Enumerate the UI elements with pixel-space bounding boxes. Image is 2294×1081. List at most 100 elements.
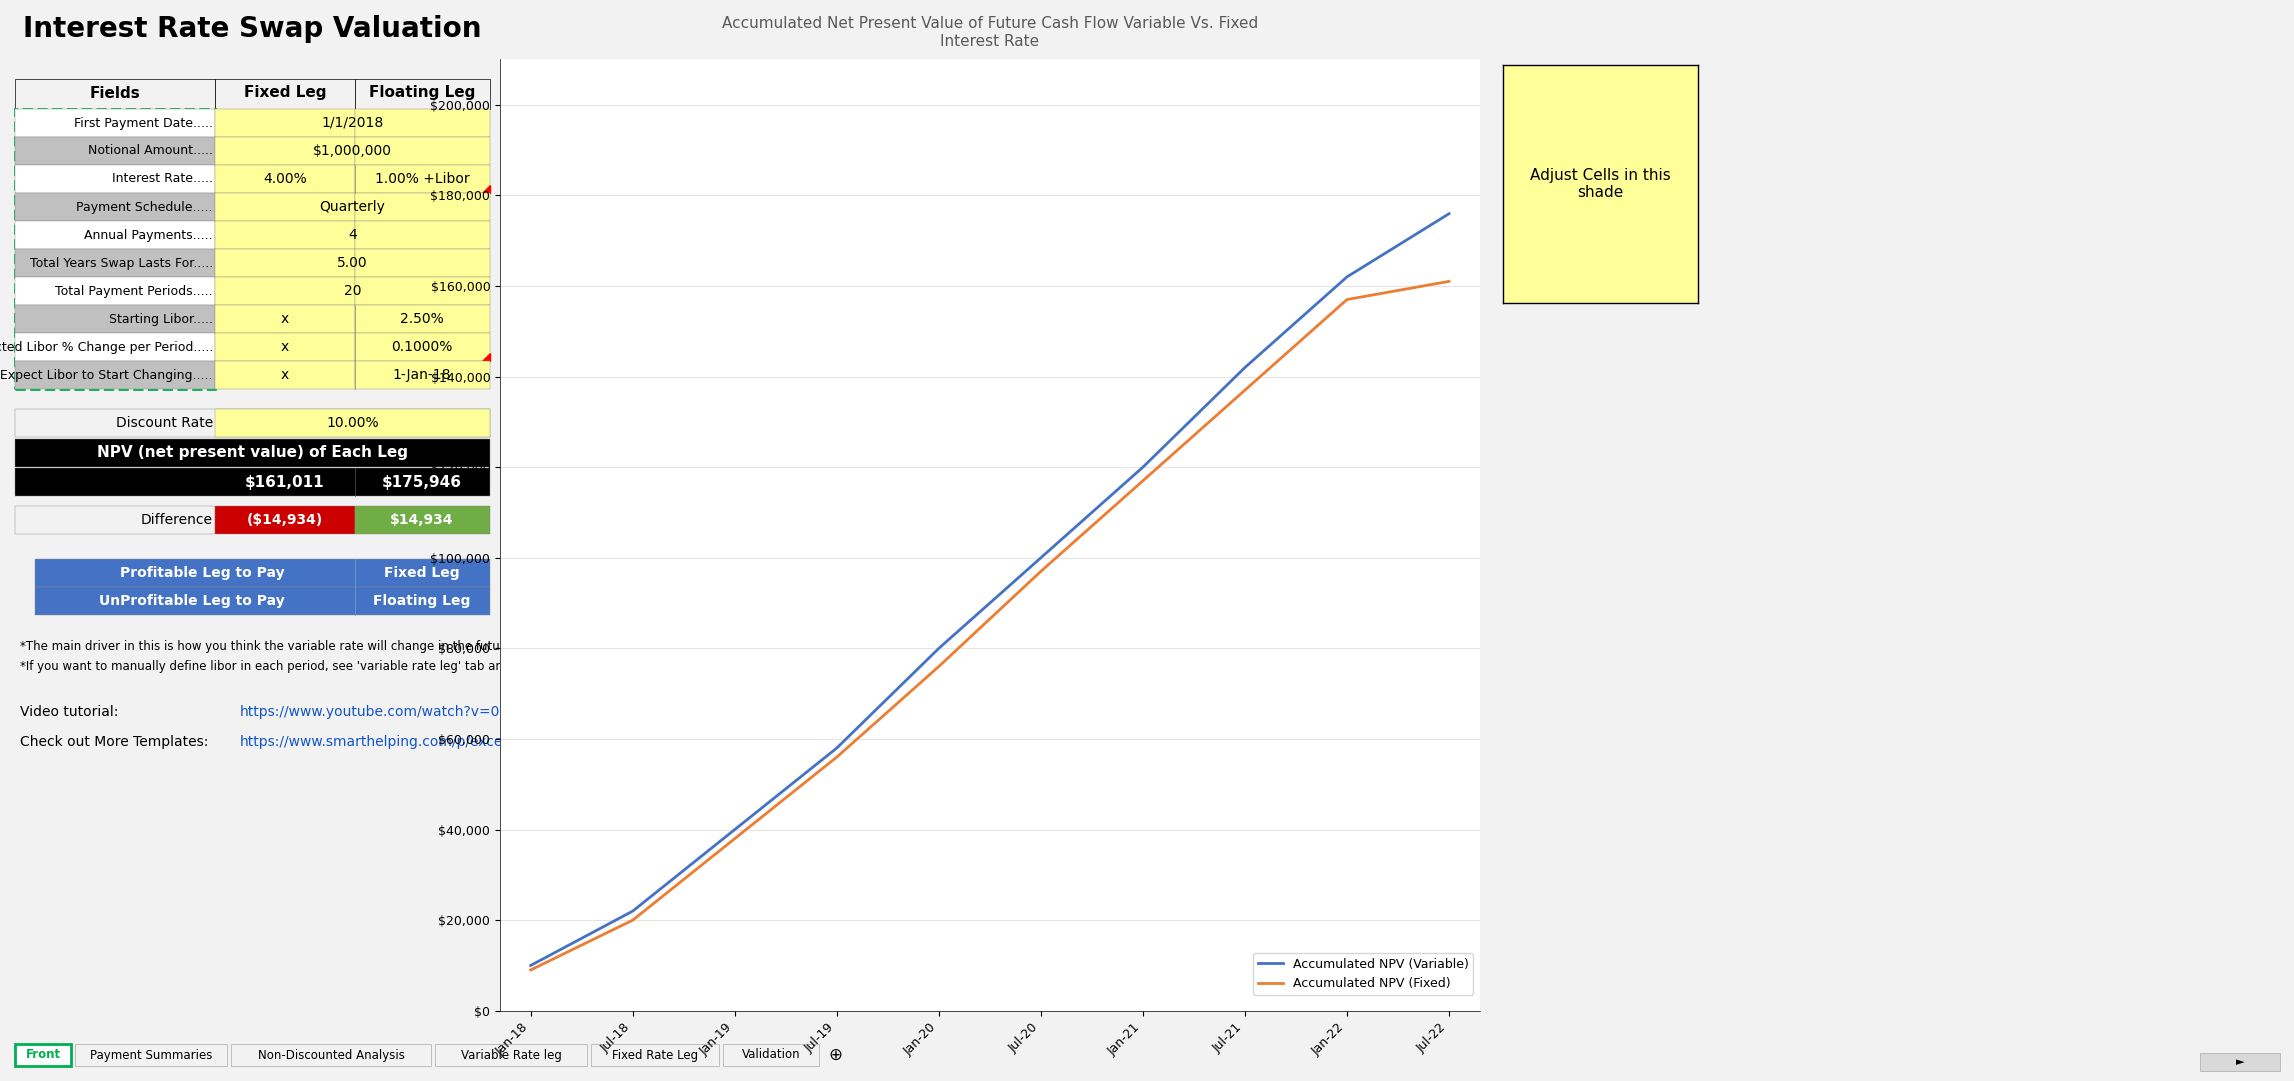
FancyBboxPatch shape (356, 506, 491, 534)
Text: 0.1000%: 0.1000% (392, 341, 452, 353)
FancyBboxPatch shape (16, 305, 216, 333)
FancyBboxPatch shape (356, 109, 491, 137)
FancyBboxPatch shape (16, 137, 216, 165)
Accumulated NPV (Variable) (1333, 270, 1360, 283)
FancyBboxPatch shape (16, 221, 216, 249)
FancyBboxPatch shape (16, 439, 491, 467)
Accumulated NPV (Variable) (1129, 461, 1156, 473)
Line: Accumulated NPV (Variable): Accumulated NPV (Variable) (530, 214, 1450, 965)
FancyBboxPatch shape (216, 79, 356, 109)
Text: 1/1/2018: 1/1/2018 (321, 116, 383, 130)
Text: Fields: Fields (89, 85, 140, 101)
FancyBboxPatch shape (34, 587, 491, 615)
Accumulated NPV (Variable) (720, 823, 748, 836)
Text: Interest Rate Swap Valuation: Interest Rate Swap Valuation (23, 15, 482, 43)
Text: $1,000,000: $1,000,000 (312, 144, 392, 158)
Text: Payment Summaries: Payment Summaries (89, 1049, 211, 1062)
FancyBboxPatch shape (16, 109, 216, 137)
Text: Expected Libor % Change per Period.....: Expected Libor % Change per Period..... (0, 341, 213, 353)
Text: Fixed Rate Leg: Fixed Rate Leg (612, 1049, 697, 1062)
Accumulated NPV (Variable) (619, 905, 647, 918)
FancyBboxPatch shape (16, 277, 216, 305)
Accumulated NPV (Variable) (1028, 551, 1055, 564)
Text: ($14,934): ($14,934) (248, 513, 323, 528)
Title: Accumulated Net Present Value of Future Cash Flow Variable Vs. Fixed
Interest Ra: Accumulated Net Present Value of Future … (723, 16, 1257, 49)
FancyBboxPatch shape (356, 305, 491, 333)
Text: Validation: Validation (741, 1049, 801, 1062)
FancyBboxPatch shape (356, 193, 491, 221)
FancyBboxPatch shape (232, 1044, 431, 1066)
Text: 1.00% +Libor: 1.00% +Libor (374, 172, 470, 186)
FancyBboxPatch shape (16, 249, 216, 277)
Text: Fixed Leg: Fixed Leg (243, 85, 326, 101)
Polygon shape (482, 185, 491, 193)
FancyBboxPatch shape (16, 409, 491, 437)
FancyBboxPatch shape (216, 409, 491, 437)
Text: Annual Payments.....: Annual Payments..... (85, 228, 213, 241)
Text: Variable Rate leg: Variable Rate leg (461, 1049, 562, 1062)
Text: 4.00%: 4.00% (264, 172, 307, 186)
Text: Total Years Swap Lasts For.....: Total Years Swap Lasts For..... (30, 256, 213, 269)
Text: 10.00%: 10.00% (326, 416, 379, 430)
FancyBboxPatch shape (16, 1044, 71, 1066)
Text: Front: Front (25, 1049, 60, 1062)
Text: Non-Discounted Analysis: Non-Discounted Analysis (257, 1049, 404, 1062)
Text: 4: 4 (349, 228, 358, 242)
Text: x: x (280, 341, 289, 353)
Accumulated NPV (Variable) (1436, 208, 1464, 221)
Accumulated NPV (Variable) (824, 742, 851, 755)
FancyBboxPatch shape (723, 1044, 819, 1066)
Text: $175,946: $175,946 (383, 475, 461, 490)
Accumulated NPV (Fixed) (824, 750, 851, 763)
Accumulated NPV (Fixed) (924, 660, 952, 673)
Text: *The main driver in this is how you think the variable rate will change in the f: *The main driver in this is how you thin… (21, 640, 1115, 653)
Text: $14,934: $14,934 (390, 513, 454, 528)
FancyBboxPatch shape (216, 221, 356, 249)
FancyBboxPatch shape (2200, 1053, 2280, 1071)
FancyBboxPatch shape (356, 79, 491, 109)
Text: https://www.smarthelping.com/p/excel.html: https://www.smarthelping.com/p/excel.htm… (241, 735, 544, 749)
FancyBboxPatch shape (76, 1044, 227, 1066)
FancyBboxPatch shape (216, 305, 356, 333)
Text: Payment Schedule.....: Payment Schedule..... (76, 200, 213, 214)
Text: First Payment Date.....: First Payment Date..... (73, 117, 213, 130)
Accumulated NPV (Fixed) (1232, 384, 1259, 397)
Text: 2.50%: 2.50% (399, 312, 443, 326)
Text: 5.00: 5.00 (337, 256, 367, 270)
Legend: Accumulated NPV (Variable), Accumulated NPV (Fixed): Accumulated NPV (Variable), Accumulated … (1253, 952, 1473, 995)
FancyBboxPatch shape (216, 165, 356, 193)
FancyBboxPatch shape (216, 109, 356, 137)
FancyBboxPatch shape (16, 333, 216, 361)
FancyBboxPatch shape (592, 1044, 718, 1066)
Text: Profitable Leg to Pay: Profitable Leg to Pay (119, 566, 284, 580)
Text: Fixed Leg: Fixed Leg (383, 566, 459, 580)
Text: Discount Rate: Discount Rate (115, 416, 213, 430)
FancyBboxPatch shape (216, 506, 356, 534)
FancyBboxPatch shape (356, 221, 491, 249)
FancyBboxPatch shape (216, 137, 356, 165)
FancyBboxPatch shape (356, 249, 491, 277)
Text: Interest Rate.....: Interest Rate..... (112, 173, 213, 186)
Accumulated NPV (Fixed) (619, 913, 647, 926)
Accumulated NPV (Variable) (924, 642, 952, 655)
Text: Total Payment Periods.....: Total Payment Periods..... (55, 284, 213, 297)
FancyBboxPatch shape (34, 559, 491, 587)
Accumulated NPV (Fixed) (1129, 475, 1156, 488)
Polygon shape (482, 353, 491, 361)
FancyBboxPatch shape (356, 361, 491, 389)
Text: x: x (280, 312, 289, 326)
Accumulated NPV (Variable) (1232, 361, 1259, 374)
Text: NPV (net present value) of Each Leg: NPV (net present value) of Each Leg (96, 445, 408, 461)
FancyBboxPatch shape (16, 79, 216, 109)
Text: 20: 20 (344, 284, 360, 298)
Text: 1-Jan-18: 1-Jan-18 (392, 368, 452, 382)
Accumulated NPV (Variable) (516, 959, 544, 972)
Text: UnProfitable Leg to Pay: UnProfitable Leg to Pay (99, 593, 284, 608)
Text: x: x (280, 368, 289, 382)
FancyBboxPatch shape (216, 277, 356, 305)
Text: Adjust Cells in this
shade: Adjust Cells in this shade (1530, 168, 1670, 200)
Text: ⊕: ⊕ (828, 1046, 842, 1064)
FancyBboxPatch shape (216, 361, 356, 389)
Text: Check out More Templates:: Check out More Templates: (21, 735, 209, 749)
Text: Starting Libor.....: Starting Libor..... (110, 312, 213, 325)
